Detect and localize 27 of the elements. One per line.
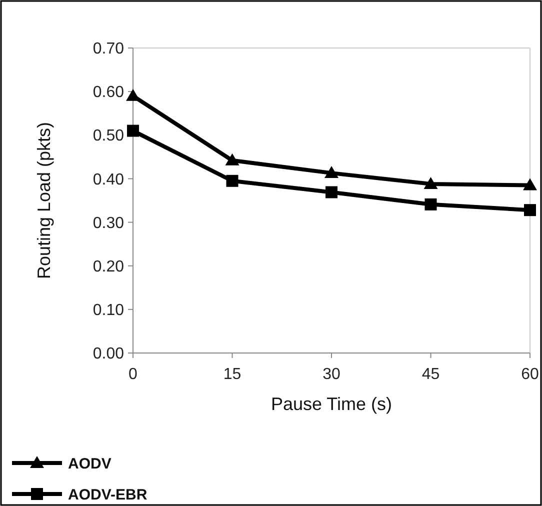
point [424,176,438,189]
x-tick-label: 45 [422,366,440,383]
y-tick-label: 0.60 [92,84,124,102]
point [226,174,238,187]
y-tick-label: 0.30 [92,214,124,232]
point [523,178,537,190]
point [324,166,338,178]
y-tick-label: 0.20 [92,258,124,276]
point [424,198,437,210]
x-tick-label: 30 [322,366,340,383]
x-axis-title: Pause Time (s) [270,394,392,414]
x-tick-label: 15 [223,366,242,383]
y-tick-label: 0.00 [92,346,124,363]
point [127,124,139,137]
x-tick-label: 60 [521,366,539,383]
y-tick-label: 0.40 [92,171,124,188]
y-tick-label: 0.70 [92,40,124,58]
legend-label: AODV-EBR [68,486,148,504]
y-tick-label: 0.50 [92,128,124,145]
y-tick-label: 0.10 [92,302,124,320]
point [126,88,140,101]
point [524,204,536,216]
legend-label: AODV [68,455,112,472]
x-tick-label: 0 [128,366,138,383]
point [326,186,338,198]
point [225,153,240,166]
y-axis-title: Routing Load (pkts) [34,122,54,280]
